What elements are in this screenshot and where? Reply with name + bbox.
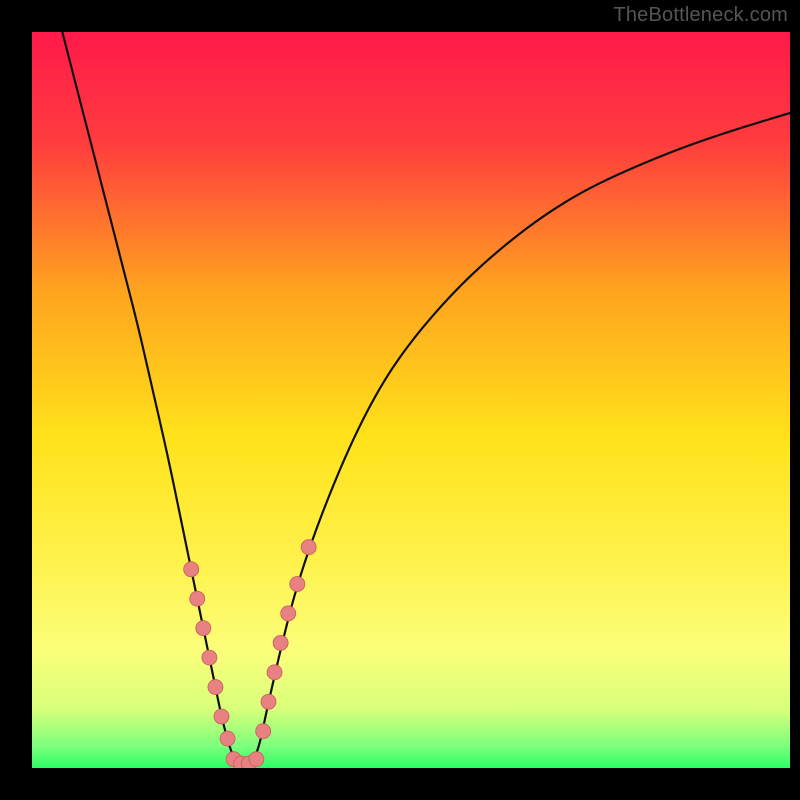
marker-left xyxy=(208,680,223,695)
plot-area xyxy=(32,32,790,768)
marker-left xyxy=(202,650,217,665)
marker-right xyxy=(281,606,296,621)
chart-frame: TheBottleneck.com xyxy=(0,0,800,800)
marker-left xyxy=(214,709,229,724)
marker-left xyxy=(184,562,199,577)
marker-right xyxy=(261,694,276,709)
watermark-text: TheBottleneck.com xyxy=(613,4,788,27)
marker-right xyxy=(256,724,271,739)
marker-right xyxy=(273,635,288,650)
marker-right xyxy=(301,540,316,555)
marker-left xyxy=(190,591,205,606)
bottleneck-curve-chart xyxy=(32,32,790,768)
marker-right xyxy=(290,577,305,592)
marker-trough xyxy=(249,752,264,767)
gradient-background xyxy=(32,32,790,768)
marker-left xyxy=(220,731,235,746)
marker-left xyxy=(196,621,211,636)
marker-right xyxy=(267,665,282,680)
